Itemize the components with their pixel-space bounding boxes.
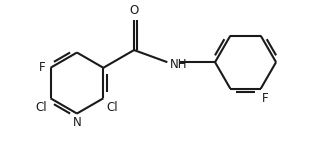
Text: NH: NH [170,58,188,71]
Text: Cl: Cl [107,101,118,114]
Text: Cl: Cl [35,101,47,114]
Text: F: F [262,92,269,105]
Text: O: O [129,3,139,17]
Text: F: F [39,61,46,74]
Text: N: N [72,116,81,129]
